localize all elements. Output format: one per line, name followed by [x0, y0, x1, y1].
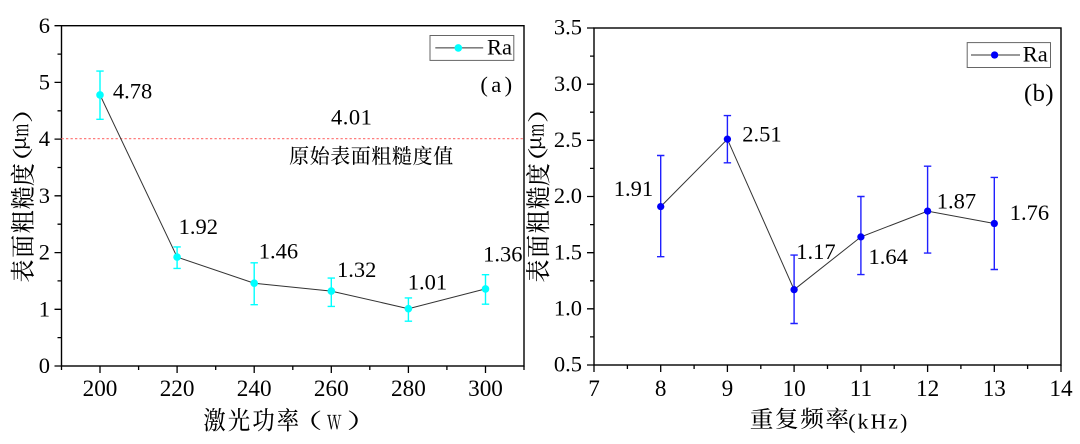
svg-text:260: 260	[314, 376, 349, 402]
svg-text:(kHz): (kHz)	[848, 409, 909, 433]
svg-text:1.01: 1.01	[408, 269, 447, 294]
svg-text:9: 9	[722, 376, 734, 402]
svg-text:8: 8	[655, 376, 667, 402]
svg-text:220: 220	[160, 376, 195, 402]
svg-text:Ra: Ra	[1023, 42, 1048, 67]
svg-text:(b): (b)	[1024, 80, 1054, 107]
svg-text:7: 7	[588, 376, 600, 402]
svg-text:3.5: 3.5	[554, 15, 582, 40]
svg-text:280: 280	[391, 376, 426, 402]
svg-text:4.01: 4.01	[331, 105, 372, 130]
svg-text:1.64: 1.64	[869, 244, 908, 269]
svg-text:4: 4	[39, 126, 50, 151]
svg-text:2.0: 2.0	[554, 183, 582, 208]
svg-text:4.78: 4.78	[113, 78, 152, 103]
svg-text:(a): (a)	[480, 72, 515, 97]
svg-text:3: 3	[39, 183, 50, 208]
svg-text:Ra: Ra	[487, 35, 512, 60]
svg-text:2.51: 2.51	[742, 122, 781, 147]
svg-text:240: 240	[237, 376, 272, 402]
svg-text:2.5: 2.5	[554, 127, 582, 152]
svg-text:6: 6	[39, 13, 50, 38]
svg-text:1.5: 1.5	[554, 239, 582, 264]
svg-text:1.32: 1.32	[337, 257, 376, 282]
svg-text:2: 2	[39, 240, 50, 265]
svg-text:5: 5	[39, 70, 50, 95]
svg-text:300: 300	[468, 376, 503, 402]
svg-text:1: 1	[39, 296, 50, 321]
svg-text:1.91: 1.91	[614, 176, 653, 201]
svg-text:14: 14	[1049, 376, 1073, 402]
svg-text:0.5: 0.5	[554, 352, 582, 377]
svg-text:10: 10	[783, 376, 806, 402]
svg-text:12: 12	[916, 376, 939, 402]
svg-text:1.92: 1.92	[179, 214, 218, 239]
svg-text:11: 11	[850, 376, 872, 402]
svg-text:13: 13	[983, 376, 1006, 402]
svg-text:0: 0	[39, 353, 50, 378]
svg-text:1.17: 1.17	[796, 239, 835, 264]
svg-text:1.87: 1.87	[937, 188, 976, 213]
svg-text:3.0: 3.0	[554, 71, 582, 96]
svg-text:200: 200	[83, 376, 118, 402]
svg-text:1.0: 1.0	[554, 295, 582, 320]
svg-text:1.46: 1.46	[259, 239, 298, 264]
svg-text:1.76: 1.76	[1010, 200, 1049, 225]
svg-text:1.36: 1.36	[483, 242, 522, 267]
